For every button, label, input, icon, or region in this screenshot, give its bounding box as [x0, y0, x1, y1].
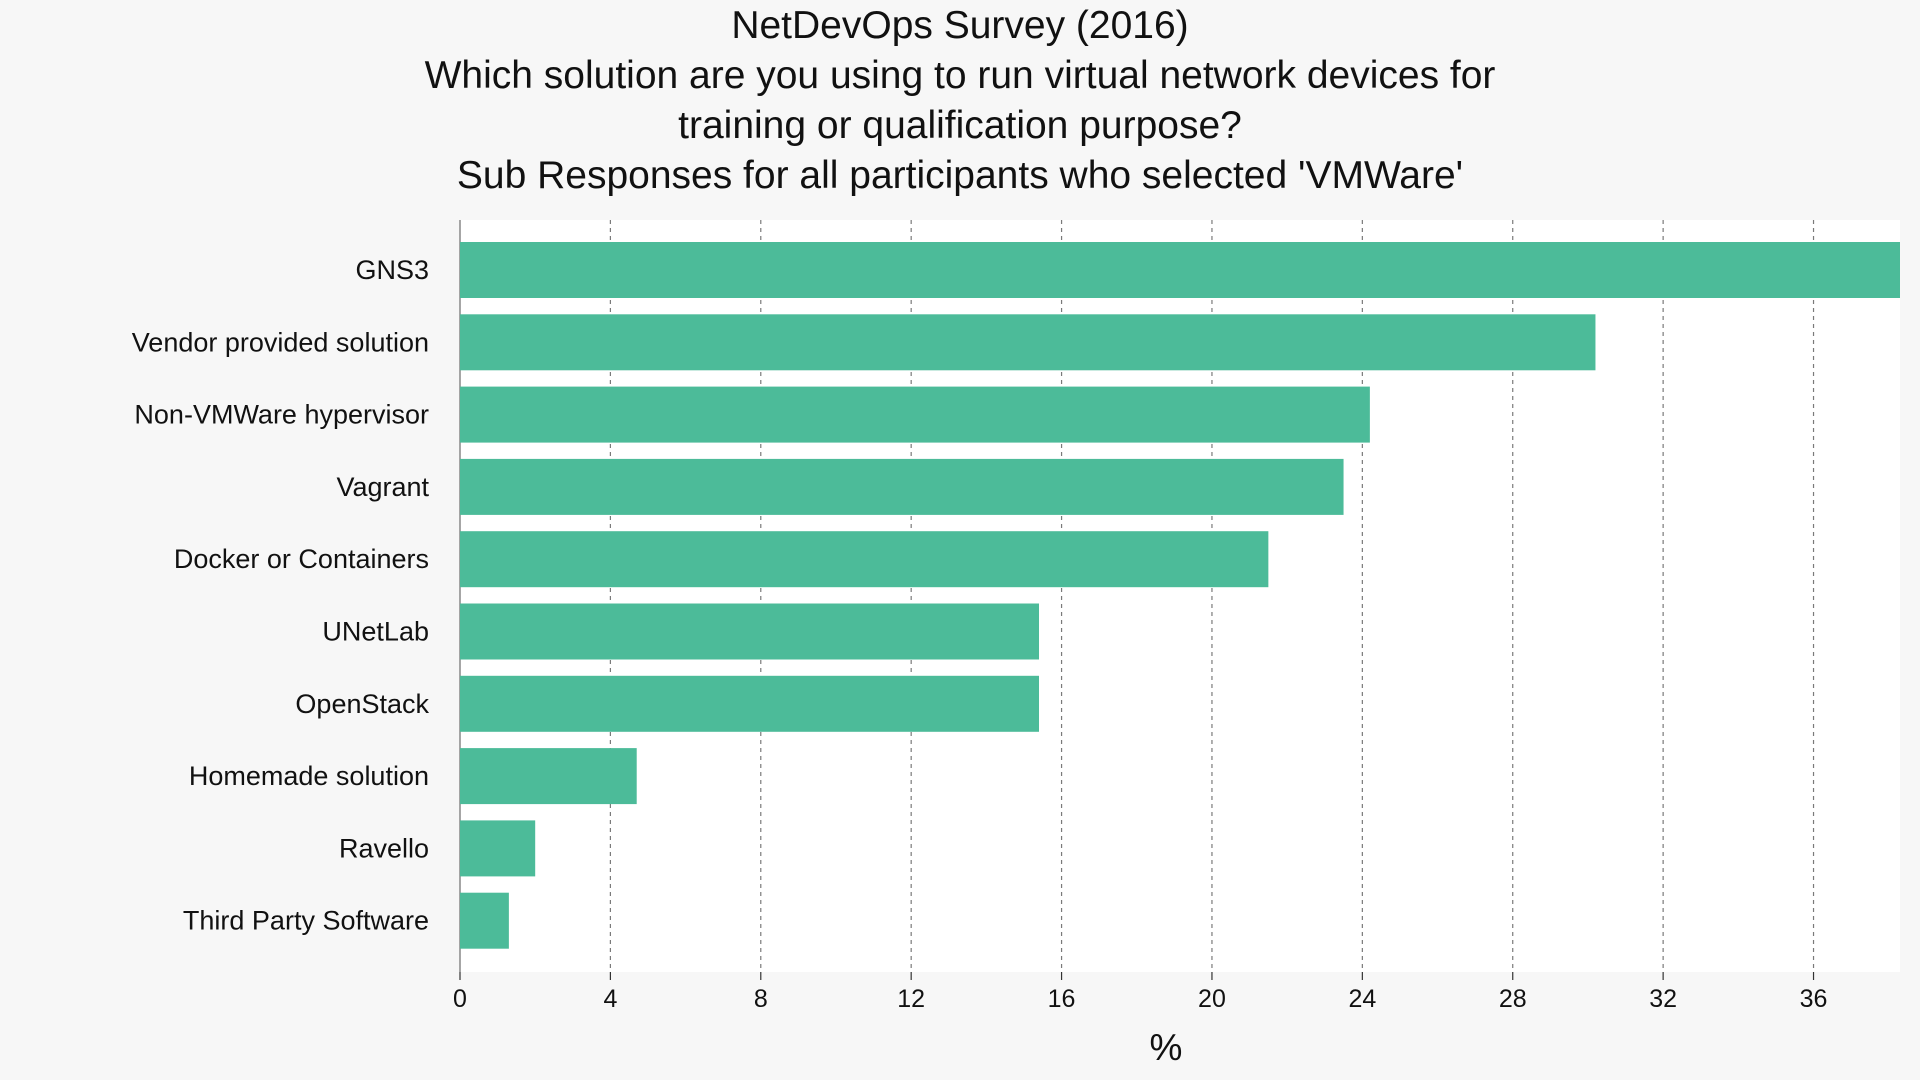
x-tick-label: 36	[1800, 985, 1828, 1013]
bar-openstack	[460, 675, 1040, 732]
x-tick-label: 28	[1499, 985, 1527, 1013]
chart-title: NetDevOps Survey (2016) Which solution ar…	[425, 4, 1496, 197]
bars	[460, 242, 1900, 949]
bar-homemade-solution	[460, 748, 637, 805]
category-label: Ravello	[339, 833, 429, 863]
title-line-1: NetDevOps Survey (2016)	[731, 4, 1188, 47]
category-label: Non-VMWare hypervisor	[134, 400, 429, 430]
title-line-2: Which solution are you using to run virt…	[425, 54, 1496, 97]
category-label: GNS3	[355, 255, 429, 285]
bar-ravello	[460, 820, 536, 877]
gridlines	[609, 220, 1815, 972]
category-label: Vendor provided solution	[132, 327, 429, 357]
x-axis-title: %	[1150, 1027, 1183, 1068]
x-tick-label: 32	[1649, 985, 1677, 1013]
bar-non-vmware-hypervisor	[460, 386, 1370, 443]
title-line-3: training or qualification purpose?	[678, 104, 1242, 147]
bar-docker-or-containers	[460, 531, 1269, 588]
category-label: OpenStack	[295, 689, 429, 719]
x-tick-label: 12	[897, 985, 925, 1013]
category-label: UNetLab	[322, 617, 429, 647]
category-label: Third Party Software	[183, 906, 429, 936]
bar-unetlab	[460, 603, 1040, 660]
x-tick-label: 16	[1048, 985, 1076, 1013]
category-label: Docker or Containers	[174, 544, 429, 574]
bar-third-party-software	[460, 892, 509, 949]
x-tick-label: 20	[1198, 985, 1226, 1013]
category-label: Homemade solution	[189, 761, 429, 791]
x-tick-label: 0	[453, 985, 467, 1013]
x-tick-label: 8	[754, 985, 768, 1013]
bar-gns3	[460, 242, 1900, 298]
title-line-4: Sub Responses for all participants who s…	[457, 154, 1463, 197]
x-tick-label: 24	[1348, 985, 1376, 1013]
y-axis-labels: GNS3 Vendor provided solution Non-VMWare h…	[132, 255, 430, 936]
category-label: Vagrant	[336, 472, 429, 502]
x-tick-label: 4	[603, 985, 617, 1013]
bar-vagrant	[460, 458, 1344, 515]
x-axis-ticks: 0 4 8 12 16 20 24 28 32 36	[453, 972, 1827, 1013]
bar-vendor-provided-solution	[460, 314, 1596, 371]
